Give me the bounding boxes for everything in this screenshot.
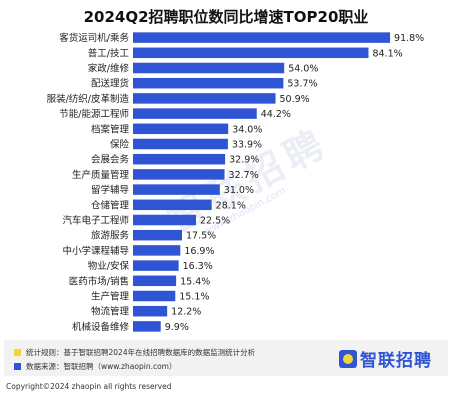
value-label: 31.0% bbox=[224, 185, 254, 196]
bar bbox=[133, 305, 168, 317]
bar bbox=[133, 153, 226, 165]
bar bbox=[133, 229, 182, 241]
category-label: 配送理货 bbox=[91, 78, 129, 90]
bar bbox=[133, 108, 257, 119]
value-label: 91.8% bbox=[394, 33, 424, 44]
value-label: 33.9% bbox=[232, 140, 262, 151]
bar bbox=[133, 199, 212, 211]
value-label: 54.0% bbox=[288, 64, 318, 75]
value-label: 32.7% bbox=[229, 170, 259, 181]
zhilian-logo-icon bbox=[339, 349, 357, 368]
brand-name: 智联招聘 bbox=[360, 351, 432, 371]
bar bbox=[133, 123, 229, 135]
bar bbox=[133, 169, 225, 180]
value-label: 16.3% bbox=[183, 261, 213, 272]
value-label: 12.2% bbox=[171, 307, 201, 318]
value-label: 34.0% bbox=[232, 124, 262, 135]
value-label: 53.7% bbox=[287, 79, 317, 90]
bar bbox=[133, 62, 285, 74]
category-label: 生产质量管理 bbox=[72, 169, 130, 181]
category-label: 汽车电子工程师 bbox=[62, 215, 129, 227]
category-label: 物流管理 bbox=[91, 306, 130, 318]
bar bbox=[133, 47, 369, 59]
bar bbox=[133, 93, 276, 104]
value-label: 84.1% bbox=[372, 48, 402, 59]
category-label: 医药市场/销售 bbox=[69, 275, 129, 287]
value-label: 15.1% bbox=[179, 292, 209, 303]
copyright: Copyright©2024 zhaopin all rights reserv… bbox=[6, 382, 172, 391]
bar bbox=[133, 214, 196, 226]
value-label: 22.5% bbox=[200, 216, 230, 227]
value-label: 44.2% bbox=[261, 109, 291, 120]
bar bbox=[133, 184, 220, 195]
note-source: 数据来源：智联招聘（www.zhaopin.com） bbox=[14, 361, 176, 372]
value-label: 15.4% bbox=[180, 276, 210, 287]
category-label: 保险 bbox=[110, 139, 130, 151]
category-label: 家政/维修 bbox=[88, 63, 130, 75]
value-label: 16.9% bbox=[184, 246, 214, 257]
value-label: 17.5% bbox=[186, 231, 216, 242]
blue-square-icon bbox=[14, 363, 21, 370]
bar bbox=[133, 32, 391, 43]
bar bbox=[133, 275, 177, 287]
category-label: 旅游服务 bbox=[91, 230, 130, 242]
brand-logo: 智联招聘 bbox=[339, 346, 432, 371]
category-label: 客货运司机/乘务 bbox=[59, 32, 129, 44]
category-label: 中小学课程辅导 bbox=[62, 245, 129, 257]
bar bbox=[133, 138, 228, 150]
bar bbox=[133, 77, 284, 89]
category-label: 仓储管理 bbox=[91, 199, 130, 211]
category-label: 机械设备维修 bbox=[72, 321, 130, 333]
bar bbox=[133, 321, 161, 332]
note-source-text: 数据来源：智联招聘（www.zhaopin.com） bbox=[26, 362, 177, 371]
chart-title: 2024Q2招聘职位数同比增速TOP20职业 bbox=[83, 8, 369, 26]
bar bbox=[133, 260, 179, 271]
category-label: 物业/安保 bbox=[88, 260, 130, 272]
value-label: 9.9% bbox=[165, 322, 189, 333]
category-label: 会展会务 bbox=[91, 154, 130, 166]
note-rule-text: 统计规则：基于智联招聘2024年在线招聘数据库的数据监测统计分析 bbox=[26, 348, 256, 357]
category-label: 留学辅导 bbox=[91, 184, 129, 196]
value-label: 50.9% bbox=[280, 94, 310, 105]
category-label: 节能/能源工程师 bbox=[59, 108, 129, 120]
bar bbox=[133, 290, 176, 302]
category-label: 生产管理 bbox=[91, 291, 130, 303]
category-label: 服装/纺织/皮革制造 bbox=[47, 93, 130, 105]
value-label: 32.9% bbox=[229, 155, 259, 166]
value-label: 28.1% bbox=[216, 200, 246, 211]
yellow-square-icon bbox=[14, 349, 21, 356]
footer-notes: 统计规则：基于智联招聘2024年在线招聘数据库的数据监测统计分析 数据来源：智联… bbox=[4, 340, 448, 376]
category-label: 普工/技工 bbox=[88, 47, 130, 59]
category-label: 档案管理 bbox=[91, 123, 130, 135]
bar-chart: 客货运司机/乘务 91.8% 普工/技工 84.1% 家政/维修 54.0% 配送理货 53.… bbox=[47, 32, 425, 333]
bar bbox=[133, 245, 181, 256]
note-rule: 统计规则：基于智联招聘2024年在线招聘数据库的数据监测统计分析 bbox=[14, 347, 255, 358]
